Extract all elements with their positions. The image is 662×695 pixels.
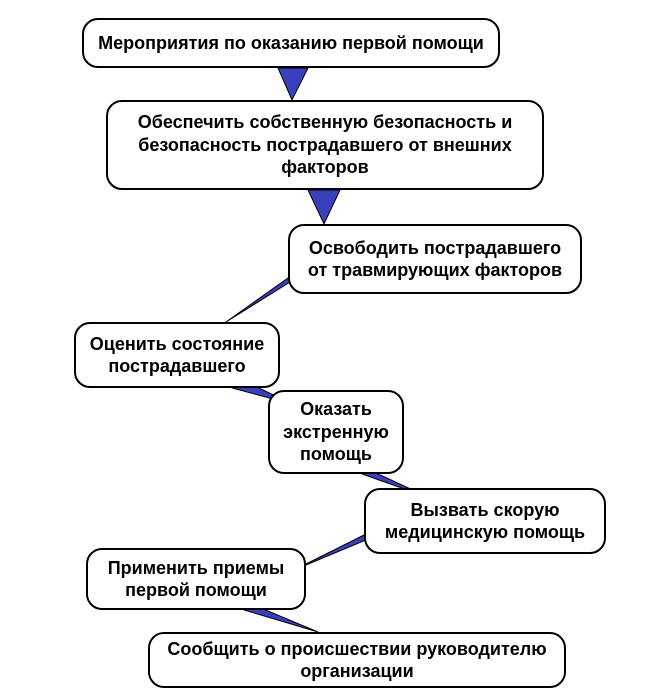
connector-arrow	[308, 190, 340, 224]
flowchart-node: Оценить состояние пострадавшего	[74, 322, 280, 388]
node-label: Вызвать скорую медицинскую помощь	[378, 499, 592, 544]
flowchart-node: Освободить пострадавшего от травмирующих…	[288, 224, 582, 294]
flowchart-node: Применить приемы первой помощи	[86, 548, 306, 610]
flowchart-node: Сообщить о происшествии руководителю орг…	[148, 632, 566, 688]
node-label: Оказать экстренную помощь	[282, 398, 390, 466]
node-label: Применить приемы первой помощи	[100, 557, 292, 602]
flowchart-node: Мероприятия по оказанию первой помощи	[82, 18, 500, 68]
node-label: Сообщить о происшествии руководителю орг…	[162, 638, 552, 683]
node-label: Освободить пострадавшего от травмирующих…	[302, 237, 568, 282]
flowchart-node: Оказать экстренную помощь	[268, 390, 404, 474]
node-label: Оценить состояние пострадавшего	[88, 333, 266, 378]
connector-arrow	[278, 68, 308, 100]
flowchart-node: Обеспечить собственную безопасность и бе…	[106, 100, 544, 190]
flowchart-stage: Мероприятия по оказанию первой помощи Обе…	[0, 0, 662, 695]
node-label: Обеспечить собственную безопасность и бе…	[120, 111, 530, 179]
flowchart-node: Вызвать скорую медицинскую помощь	[364, 488, 606, 554]
node-label: Мероприятия по оказанию первой помощи	[98, 32, 484, 55]
